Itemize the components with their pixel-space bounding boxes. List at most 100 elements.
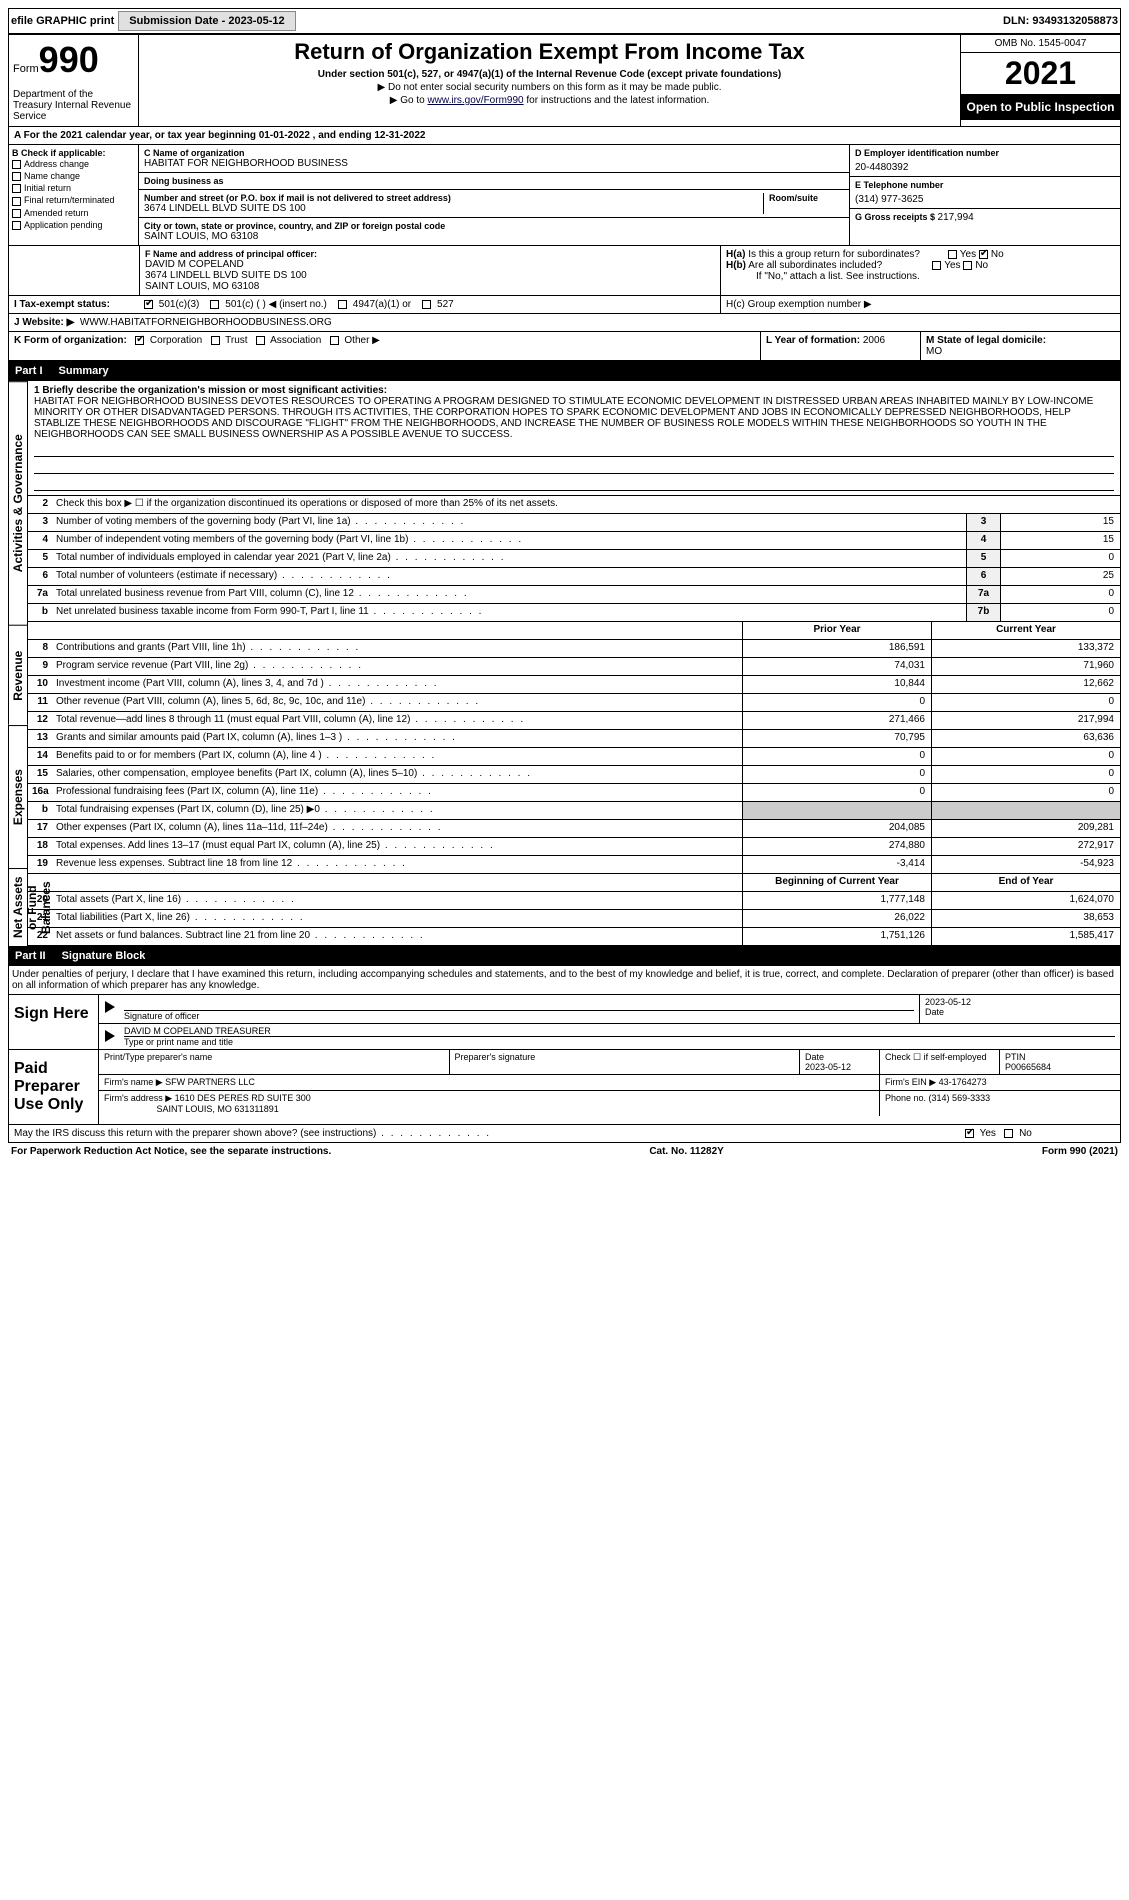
cb-corporation[interactable] <box>135 336 144 345</box>
discuss-text: May the IRS discuss this return with the… <box>14 1128 376 1139</box>
preparer-section: Paid Preparer Use Only Print/Type prepar… <box>8 1049 1121 1125</box>
form-org-row: K Form of organization: Corporation Trus… <box>8 332 1121 361</box>
footer-right: Form 990 (2021) <box>1042 1146 1118 1157</box>
ein-value: 20-4480392 <box>855 158 1115 173</box>
sidebar-revenue: Revenue <box>8 625 28 725</box>
tax-year: 2021 <box>961 53 1120 94</box>
officer-group-row: F Name and address of principal officer:… <box>8 246 1121 296</box>
hb-row: H(b) Are all subordinates included? Yes … <box>726 260 1115 271</box>
summary-row: 10Investment income (Part VIII, column (… <box>28 676 1121 694</box>
discuss-row: May the IRS discuss this return with the… <box>8 1125 1121 1143</box>
entity-info: B Check if applicable: Address change Na… <box>8 145 1121 246</box>
note-2: ▶ Go to www.irs.gov/Form990 for instruct… <box>143 95 956 106</box>
summary-row: 5Total number of individuals employed in… <box>28 550 1121 568</box>
prep-self-employed: Check ☐ if self-employed <box>885 1052 987 1062</box>
summary-row: 4Number of independent voting members of… <box>28 532 1121 550</box>
inspection-notice: Open to Public Inspection <box>961 94 1120 120</box>
check-label: B Check if applicable: <box>12 148 135 158</box>
ptin-label: PTIN <box>1005 1052 1026 1062</box>
summary-row: 7aTotal unrelated business revenue from … <box>28 586 1121 604</box>
cb-501c[interactable] <box>210 300 219 309</box>
firm-label: Firm's name ▶ <box>104 1077 165 1087</box>
end-year-header: End of Year <box>931 874 1120 891</box>
cb-trust[interactable] <box>211 336 220 345</box>
penalty-statement: Under penalties of perjury, I declare th… <box>8 966 1121 995</box>
dln: DLN: 93493132058873 <box>1003 15 1118 27</box>
omb-number: OMB No. 1545-0047 <box>961 35 1120 53</box>
summary-row: 21Total liabilities (Part X, line 26)26,… <box>28 910 1121 928</box>
cb-initial-return[interactable]: Initial return <box>12 182 135 194</box>
cb-name-change[interactable]: Name change <box>12 170 135 182</box>
officer-label: F Name and address of principal officer: <box>145 249 715 259</box>
officer-name: DAVID M COPELAND <box>145 259 715 270</box>
footer-left: For Paperwork Reduction Act Notice, see … <box>11 1146 331 1157</box>
firm-name: SFW PARTNERS LLC <box>165 1077 255 1087</box>
cb-address-change[interactable]: Address change <box>12 158 135 170</box>
form-header: Form990 Department of the Treasury Inter… <box>8 34 1121 127</box>
firm-ein-label: Firm's EIN ▶ <box>885 1077 939 1087</box>
cb-501c3[interactable] <box>144 300 153 309</box>
summary-row: 9Program service revenue (Part VIII, lin… <box>28 658 1121 676</box>
form-number: 990 <box>39 39 99 80</box>
form-title: Return of Organization Exempt From Incom… <box>143 39 956 65</box>
cb-527[interactable] <box>422 300 431 309</box>
period-row: A For the 2021 calendar year, or tax yea… <box>8 127 1121 145</box>
cb-association[interactable] <box>256 336 265 345</box>
prep-date-label: Date <box>805 1052 824 1062</box>
street-value: 3674 LINDELL BLVD SUITE DS 100 <box>144 203 758 214</box>
tax-status-row: I Tax-exempt status: 501(c)(3) 501(c) ( … <box>8 296 1121 314</box>
prep-name-label: Print/Type preparer's name <box>104 1052 212 1062</box>
cb-discuss-no[interactable] <box>1004 1129 1013 1138</box>
ha-row: H(a) Is this a group return for subordin… <box>726 249 1115 260</box>
city-value: SAINT LOUIS, MO 63108 <box>144 231 844 242</box>
phone-value: (314) 977-3625 <box>855 190 1115 205</box>
sign-here-label: Sign Here <box>9 995 99 1049</box>
irs-link[interactable]: www.irs.gov/Form990 <box>427 95 523 106</box>
summary-row: 14Benefits paid to or for members (Part … <box>28 748 1121 766</box>
hc-label: H(c) Group exemption number ▶ <box>726 299 872 310</box>
phone-label: E Telephone number <box>855 180 1115 190</box>
summary-row: 18Total expenses. Add lines 13–17 (must … <box>28 838 1121 856</box>
firm-addr: 1610 DES PERES RD SUITE 300 <box>175 1093 311 1103</box>
gross-label: G Gross receipts $ <box>855 212 938 222</box>
footer-center: Cat. No. 11282Y <box>649 1146 723 1157</box>
form-prefix: Form <box>13 63 39 75</box>
summary-row: 11Other revenue (Part VIII, column (A), … <box>28 694 1121 712</box>
prep-sig-label: Preparer's signature <box>455 1052 536 1062</box>
efile-label: efile GRAPHIC print <box>11 15 114 27</box>
note-1: ▶ Do not enter social security numbers o… <box>143 82 956 93</box>
street-label: Number and street (or P.O. box if mail i… <box>144 193 758 203</box>
part1-header: Part I Summary <box>8 361 1121 381</box>
cb-application-pending[interactable]: Application pending <box>12 219 135 231</box>
gross-value: 217,994 <box>938 212 974 223</box>
summary-row: 3Number of voting members of the governi… <box>28 514 1121 532</box>
cb-amended-return[interactable]: Amended return <box>12 207 135 219</box>
dept-label: Department of the Treasury Internal Reve… <box>13 81 134 122</box>
line2-text: Check this box ▶ ☐ if the organization d… <box>52 496 1120 513</box>
arrow-icon <box>105 1030 115 1042</box>
part2-header: Part II Signature Block <box>8 946 1121 966</box>
sig-date-label: Date <box>925 1007 944 1017</box>
website-url: WWW.HABITATFORNEIGHBORHOODBUSINESS.ORG <box>80 317 332 328</box>
cb-final-return[interactable]: Final return/terminated <box>12 194 135 206</box>
prep-date: 2023-05-12 <box>805 1062 851 1072</box>
cb-other[interactable] <box>330 336 339 345</box>
summary-row: bTotal fundraising expenses (Part IX, co… <box>28 802 1121 820</box>
form-subtitle: Under section 501(c), 527, or 4947(a)(1)… <box>143 69 956 80</box>
room-label: Room/suite <box>769 193 844 203</box>
arrow-icon <box>105 1001 115 1013</box>
cb-discuss-yes[interactable] <box>965 1129 974 1138</box>
preparer-label: Paid Preparer Use Only <box>9 1050 99 1124</box>
prior-year-header: Prior Year <box>742 622 931 639</box>
name-label: Type or print name and title <box>124 1037 233 1047</box>
sidebar-netassets: Net Assets or Fund Balances <box>8 868 28 946</box>
cb-4947[interactable] <box>338 300 347 309</box>
begin-year-header: Beginning of Current Year <box>742 874 931 891</box>
summary-row: 20Total assets (Part X, line 16)1,777,14… <box>28 892 1121 910</box>
top-bar: efile GRAPHIC print Submission Date - 20… <box>8 8 1121 34</box>
submit-button[interactable]: Submission Date - 2023-05-12 <box>118 11 295 31</box>
firm-phone-label: Phone no. <box>885 1093 929 1103</box>
summary-section: Activities & Governance Revenue Expenses… <box>8 381 1121 946</box>
firm-phone: (314) 569-3333 <box>929 1093 991 1103</box>
sign-here-section: Sign Here Signature of officer 2023-05-1… <box>8 994 1121 1050</box>
